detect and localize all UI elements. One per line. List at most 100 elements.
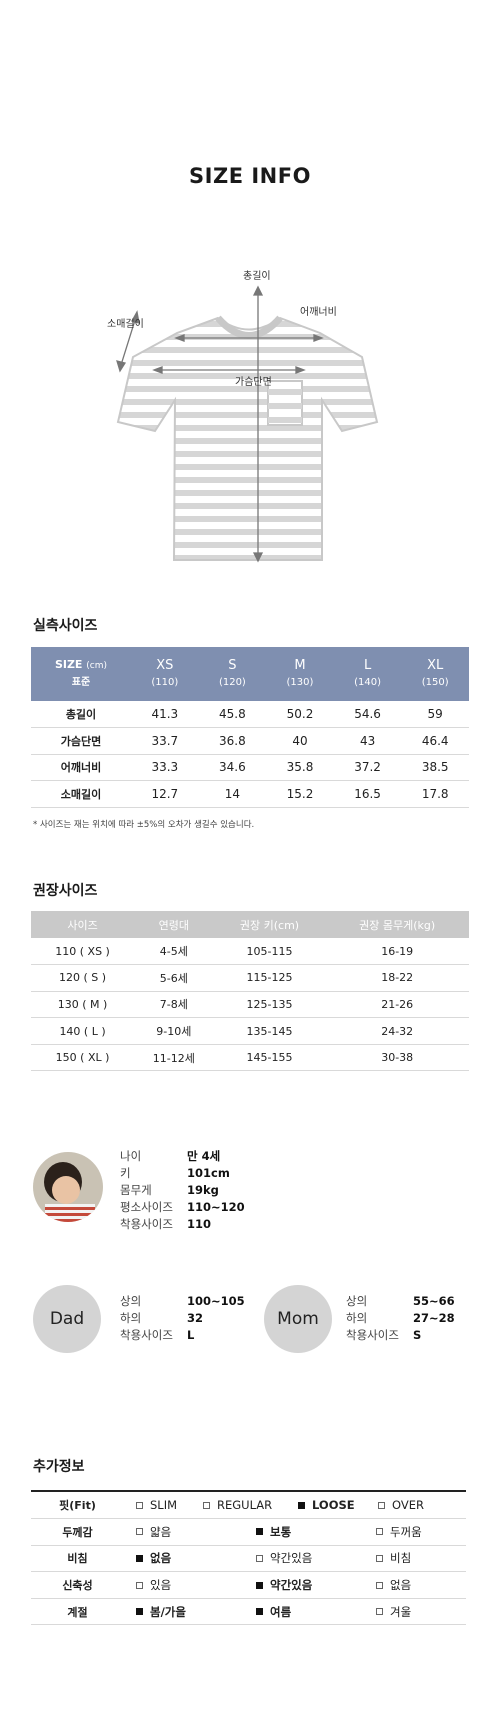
- size-column-header: XL (150): [401, 647, 469, 701]
- table-row: 두께감 얇음 보통 두꺼움: [31, 1519, 466, 1546]
- row-label: 어깨너비: [60, 761, 102, 775]
- option-checkbox: 약간있음: [256, 1550, 376, 1566]
- child-model-info: 나이 만 4세 키 101cm 몸무게 19kg 평소사이즈 110~120 착용사이즈…: [120, 1148, 245, 1232]
- unchecked-box-icon: [203, 1501, 210, 1509]
- info-value: 19kg: [187, 1183, 219, 1197]
- shirt-stripe: [118, 542, 377, 548]
- unchecked-box-icon: [376, 1528, 383, 1536]
- info-label: 상의: [120, 1294, 142, 1308]
- options-cell: SLIM REGULAR LOOSE OVER: [124, 1492, 466, 1519]
- table-cell: 30-38: [381, 1051, 414, 1065]
- column-header: 사이즈: [67, 918, 98, 932]
- size-column-header: L (140): [334, 647, 402, 701]
- table-cell: 130 ( M ): [57, 997, 108, 1011]
- size-tolerance-note: * 사이즈는 재는 위치에 따라 ±5%의 오차가 생길수 있습니다.: [33, 820, 255, 830]
- row-label: 가슴단면: [60, 734, 102, 748]
- unchecked-box-icon: [136, 1528, 143, 1536]
- label-sleeve-length: 소매길이: [107, 319, 144, 330]
- table-cell: 12.7: [151, 786, 179, 801]
- row-label: 신축성: [62, 1579, 93, 1593]
- option-label: LOOSE: [312, 1498, 355, 1513]
- info-label: 하의: [120, 1311, 142, 1325]
- size-column-header: S (120): [199, 647, 267, 701]
- table-cell: 115-125: [246, 971, 293, 985]
- table-cell: 43: [359, 733, 376, 748]
- size-column-sub: (120): [218, 676, 246, 688]
- option-checkbox: 겨울: [376, 1604, 466, 1620]
- shirt-stripe: [118, 516, 377, 522]
- shirt-stripe: [118, 347, 377, 353]
- size-header-label: SIZE: [54, 658, 83, 671]
- column-header: 권장 몸무게(kg): [359, 918, 436, 932]
- table-cell: 36.8: [219, 733, 246, 748]
- table-cell: 145-155: [246, 1051, 293, 1065]
- info-label: 착용사이즈: [120, 1328, 173, 1342]
- column-header: 권장 키(cm): [239, 918, 300, 932]
- label-shoulder-width: 어깨너비: [300, 307, 337, 318]
- info-label: 평소사이즈: [120, 1200, 173, 1214]
- size-column-label: L: [363, 657, 372, 673]
- measured-size-title: 실측사이즈: [33, 618, 98, 634]
- dad-avatar: Dad: [33, 1285, 101, 1353]
- table-cell: 140 ( L ): [59, 1024, 106, 1038]
- table-cell: 135-145: [246, 1024, 293, 1038]
- option-checkbox: 없음: [136, 1550, 256, 1566]
- table-row: 120 ( S ) 5-6세 115-125 18-22: [31, 965, 469, 992]
- size-column-header: M (130): [266, 647, 334, 701]
- measured-header-row: SIZE (cm) 표준 XS (110) S (120) M (130) L (140…: [31, 647, 469, 701]
- info-label: 상의: [346, 1294, 368, 1308]
- mom-avatar: Mom: [264, 1285, 332, 1353]
- table-cell: 5-6세: [159, 971, 188, 985]
- info-label: 키: [120, 1166, 131, 1180]
- info-value: 110: [187, 1217, 212, 1231]
- shirt-stripe: [100, 568, 380, 570]
- table-cell: 4-5세: [159, 945, 188, 959]
- tshirt-measurement-diagram: 총길이 어깨너비 소매길이 가슴단면: [100, 271, 380, 574]
- size-column-label: M: [294, 657, 306, 673]
- table-cell: 11-12세: [152, 1051, 195, 1065]
- table-cell: 15.2: [286, 786, 314, 801]
- table-row: 가슴단면 33.7 36.8 40 43 46.4: [31, 728, 469, 754]
- shirt-stripe: [118, 412, 377, 418]
- size-header-unit: (cm): [86, 661, 108, 671]
- column-header: 연령대: [158, 918, 190, 932]
- option-label: 보통: [270, 1524, 292, 1539]
- option-label: 두꺼움: [390, 1524, 422, 1539]
- unchecked-box-icon: [378, 1501, 385, 1509]
- table-cell: 7-8세: [159, 998, 188, 1012]
- measured-size-table: SIZE (cm) 표준 XS (110) S (120) M (130) L (140…: [31, 647, 469, 808]
- table-cell: 38.5: [421, 760, 449, 775]
- size-column-sub: (150): [421, 676, 449, 688]
- row-label: 총길이: [65, 708, 97, 721]
- info-label: 착용사이즈: [346, 1328, 399, 1342]
- option-checkbox: 봄/가을: [136, 1604, 256, 1620]
- options-cell: 얇음 보통 두꺼움: [124, 1519, 466, 1546]
- option-checkbox: LOOSE: [298, 1498, 378, 1512]
- info-label: 착용사이즈: [120, 1217, 173, 1231]
- table-cell: 21-26: [381, 997, 414, 1011]
- option-checkbox: 보통: [256, 1524, 376, 1540]
- label-chest-width: 가슴단면: [235, 377, 272, 388]
- shirt-stripe: [118, 529, 377, 535]
- child-model-illustration: [33, 1152, 103, 1222]
- unchecked-box-icon: [376, 1581, 383, 1589]
- option-checkbox: 없음: [376, 1577, 466, 1593]
- table-cell: 24-32: [381, 1024, 414, 1038]
- table-cell: 120 ( S ): [59, 971, 107, 985]
- row-label: 핏(Fit): [59, 1499, 96, 1513]
- row-label: 비침: [67, 1552, 88, 1566]
- shirt-stripe: [118, 490, 377, 496]
- table-row: 비침 없음 약간있음 비침: [31, 1545, 466, 1572]
- info-value: 만 4세: [187, 1149, 221, 1163]
- table-cell: 40: [292, 733, 308, 748]
- options-cell: 봄/가을 여름 겨울: [124, 1598, 466, 1625]
- options-cell: 없음 약간있음 비침: [124, 1545, 466, 1572]
- additional-info-title: 추가정보: [33, 1459, 85, 1475]
- info-value: 110~120: [187, 1200, 245, 1214]
- table-cell: 125-135: [246, 997, 293, 1011]
- tshirt-illustration: [100, 285, 380, 570]
- table-row: 총길이 41.3 45.8 50.2 54.6 59: [31, 701, 469, 728]
- checked-box-icon: [256, 1608, 263, 1616]
- row-label: 두께감: [62, 1525, 93, 1539]
- shirt-stripe: [118, 386, 377, 392]
